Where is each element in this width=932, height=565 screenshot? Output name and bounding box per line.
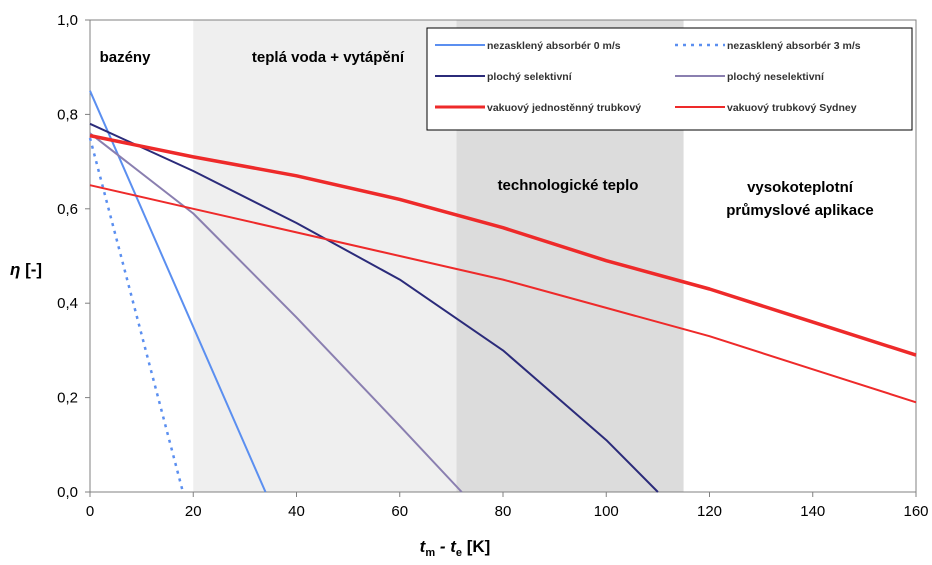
x-axis-title-sub1: m	[425, 547, 435, 559]
legend-label-vakuovy-jednostenny-trubkovy: vakuový jednostěnný trubkový	[487, 102, 641, 114]
y-tick-label: 0,4	[57, 295, 78, 312]
region-tepla-voda-vytapeni	[193, 20, 457, 492]
y-axis-title: η [-]	[10, 260, 42, 279]
series-line-plochy-neselektivni	[89, 132, 463, 493]
x-tick-label: 140	[800, 503, 825, 520]
x-tick-label: 160	[903, 503, 928, 520]
y-axis-title-unit: [-]	[20, 260, 42, 279]
region-bazeny	[90, 20, 194, 492]
series-line-vakuovy-jednostenny-trubkovy	[89, 133, 917, 357]
legend: nezasklený absorbér 0 m/s nezasklený abso…	[426, 27, 913, 131]
series-layer	[88, 90, 917, 493]
legend-label-nezaskleny-absorber-0-m-s: nezasklený absorbér 0 m/s	[487, 40, 621, 52]
x-axis-title: tm - te [K]	[420, 537, 491, 559]
x-tick-label: 80	[495, 503, 512, 520]
legend-box	[426, 27, 913, 131]
y-tick-label: 0,6	[57, 201, 78, 218]
region-labels-layer: bazény teplá voda + vytápění technologické…	[100, 49, 874, 219]
y-tick-label: 0,2	[57, 390, 78, 407]
region-label-bazeny: bazény	[100, 49, 152, 66]
x-tick-label: 120	[697, 503, 722, 520]
y-tick-label: 0,8	[57, 106, 78, 123]
series-line-nezaskleny-absorber-0-m-s	[89, 90, 267, 493]
region-label-tepla-voda-vytapeni: teplá voda + vytápění	[252, 49, 405, 66]
legend-label-plochy-neselektivni: plochý neselektivní	[727, 71, 825, 83]
axes-layer: 0 20 40 60 80 100 120 140 160 0,0 0,2 0,4 0,6 0,8 1,0	[57, 12, 928, 520]
y-tick-label: 0,0	[57, 484, 78, 501]
x-tick-label: 20	[185, 503, 202, 520]
x-axis-title-mid: - t	[435, 537, 457, 556]
legend-label-plochy-selektivni: plochý selektivní	[487, 71, 573, 83]
x-tick-label: 0	[86, 503, 94, 520]
x-axis-title-sub2: e	[456, 547, 462, 559]
series-line-plochy-selektivni	[89, 122, 659, 493]
series-line-vakuovy-trubkovy-sydney	[89, 184, 917, 404]
x-axis-title-t: t	[420, 537, 427, 556]
region-label-vysokoteplotni-prumyslove-aplikace-1: vysokoteplotní	[747, 179, 854, 196]
x-tick-label: 40	[288, 503, 305, 520]
series-line-nezaskleny-absorber-3-m-s	[88, 137, 185, 493]
legend-label-vakuovy-trubkovy-sydney: vakuový trubkový Sydney	[727, 102, 857, 114]
y-tick-label: 1,0	[57, 12, 78, 29]
region-label-technologicke-teplo: technologické teplo	[498, 177, 639, 194]
x-tick-label: 100	[594, 503, 619, 520]
x-tick-label: 60	[391, 503, 408, 520]
region-label-vysokoteplotni-prumyslove-aplikace-2: průmyslové aplikace	[726, 202, 874, 219]
y-axis-title-sym: η	[10, 260, 20, 279]
legend-label-nezaskleny-absorber-3-m-s: nezasklený absorbér 3 m/s	[727, 40, 861, 52]
x-axis-title-unit: [K]	[462, 537, 490, 556]
